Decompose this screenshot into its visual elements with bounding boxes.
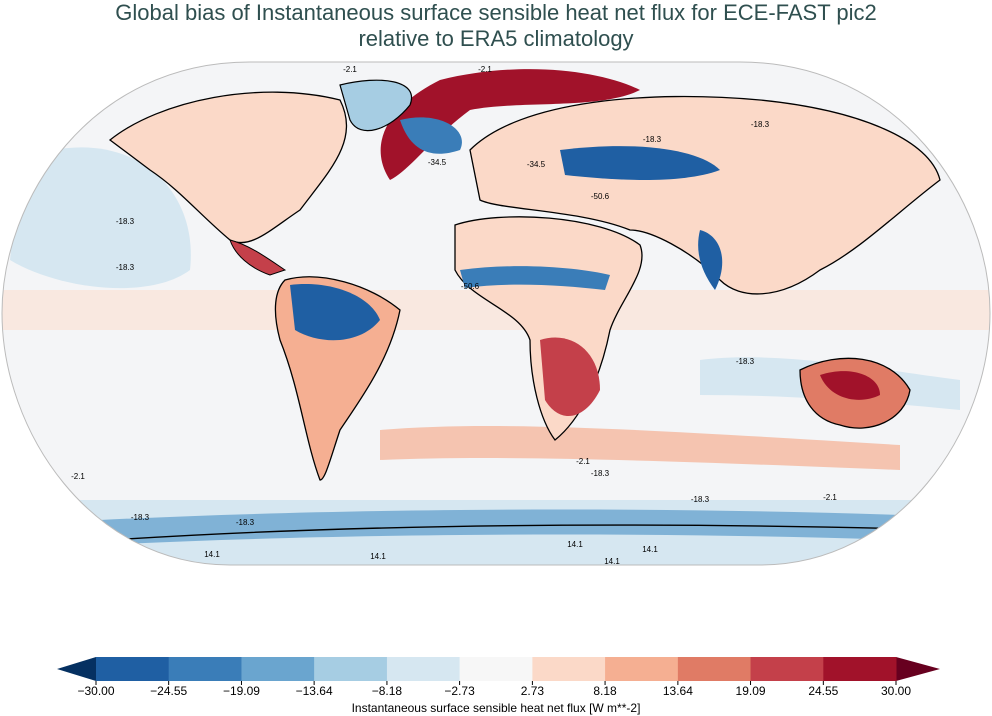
colorbar-bin <box>532 657 606 681</box>
contour-label: -18.3 <box>691 495 710 504</box>
bias-patch <box>400 117 462 154</box>
colorbar-tick-label: −13.64 <box>296 684 333 698</box>
contour-label: -18.3 <box>751 120 770 129</box>
bias-patch <box>540 337 600 417</box>
colorbar-tick-label: −2.73 <box>444 684 475 698</box>
contour-label: -2.1 <box>576 457 590 466</box>
colorbar-bin <box>241 657 315 681</box>
contour-label: -18.3 <box>736 357 755 366</box>
contour-label: -18.3 <box>236 518 255 527</box>
colorbar-tick-label: 30.00 <box>881 684 911 698</box>
contour-label: -18.3 <box>643 135 662 144</box>
contour-label: 14.1 <box>204 550 220 559</box>
colorbar-bin <box>823 657 897 681</box>
bias-patch <box>380 425 900 470</box>
colorbar-bin <box>459 657 533 681</box>
colorbar-tick-label: 2.73 <box>521 684 545 698</box>
colorbar-bin <box>386 657 461 681</box>
colorbar-bin <box>314 657 388 681</box>
continent <box>229 239 287 276</box>
colorbar-tick-label: −8.18 <box>372 684 403 698</box>
contour-label: -2.1 <box>823 493 837 502</box>
contour-label: 14.1 <box>370 552 386 561</box>
colorbar-extend-low <box>57 657 96 681</box>
bias-patch <box>290 284 380 341</box>
contour-label: -18.3 <box>131 513 150 522</box>
colorbar-extend-high <box>896 657 940 681</box>
colorbar-tick-label: −19.09 <box>223 684 260 698</box>
contour-label: -34.5 <box>428 158 447 167</box>
colorbar-tick-label: −30.00 <box>77 684 114 698</box>
bias-patch <box>560 146 720 180</box>
contour-label: -34.5 <box>527 160 546 169</box>
colorbar-bin <box>750 657 824 681</box>
continent <box>108 91 348 244</box>
colorbar-bin <box>605 657 679 681</box>
bias-patch <box>820 371 880 400</box>
colorbar-tick-label: 24.55 <box>808 684 838 698</box>
bias-patch <box>380 69 640 180</box>
continent <box>339 79 413 132</box>
map <box>2 62 990 565</box>
continent <box>469 95 941 295</box>
map-frame <box>1 61 991 566</box>
coastline <box>39 524 951 546</box>
bias-patch <box>2 290 990 330</box>
colorbar-label: Instantaneous surface sensible heat net … <box>352 701 641 715</box>
bias-patch <box>698 230 723 290</box>
contour-label: -2.1 <box>478 65 492 74</box>
colorbar-bin <box>677 657 752 681</box>
colorbar-tick-label: 8.18 <box>593 684 617 698</box>
colorbar-bin <box>168 657 242 681</box>
contour-label: -50.6 <box>591 192 610 201</box>
bias-patch <box>460 266 610 290</box>
colorbar: −30.00 −24.55 −19.09 −13.64 −8.18 −2.73 2.73 8.… <box>57 657 940 698</box>
colorbar-tick-label: 19.09 <box>736 684 766 698</box>
title-line: relative to ERA5 climatology <box>358 26 633 51</box>
contour-label: -2.1 <box>71 472 85 481</box>
contour-label: -50.6 <box>461 282 480 291</box>
contour-label: 14.1 <box>567 540 583 549</box>
contour-label: -18.3 <box>116 263 135 272</box>
contour-labels: -2.1 -2.1-18.3-18.3-18.3-18.3-18.3-34.5 -3… <box>71 65 837 566</box>
colorbar-tick-label: −24.55 <box>150 684 187 698</box>
bias-patch <box>10 147 191 289</box>
contour-label: 14.1 <box>642 545 658 554</box>
title-line: Global bias of Instantaneous surface sen… <box>115 0 876 25</box>
bias-patch <box>100 509 900 545</box>
contour-label: -2.1 <box>343 65 357 74</box>
colorbar-tick-label: 13.64 <box>663 684 693 698</box>
colorbar-bin <box>96 657 170 681</box>
contour-label: -18.3 <box>591 469 610 478</box>
contour-label: 14.1 <box>604 557 620 566</box>
contour-label: -18.3 <box>116 217 135 226</box>
